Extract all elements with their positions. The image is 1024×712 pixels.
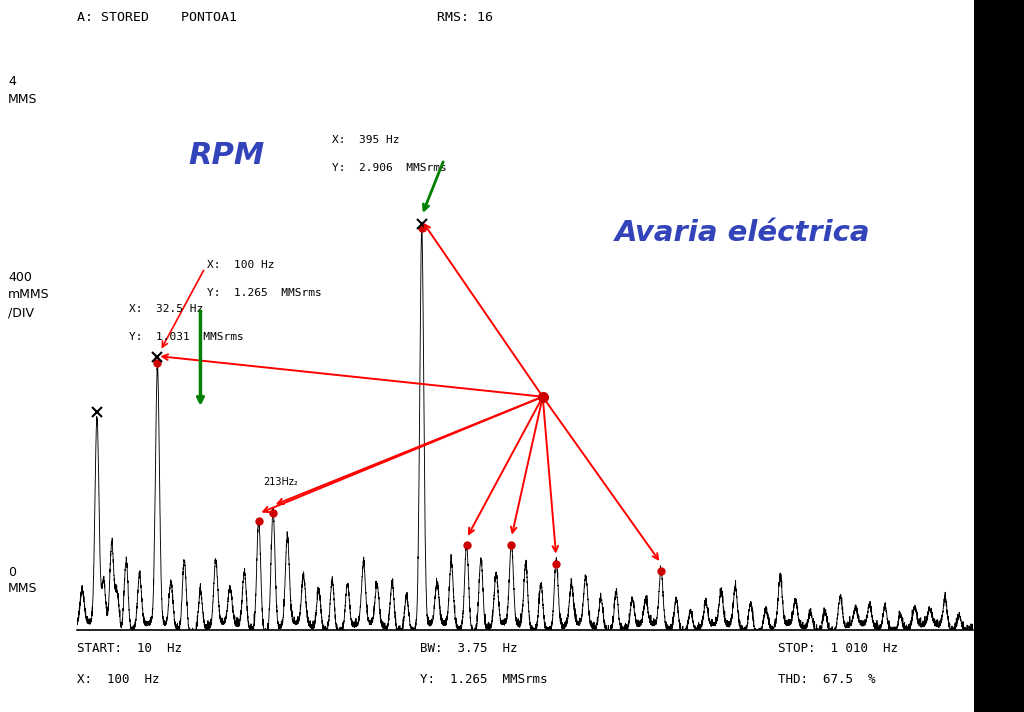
- Text: Y:  1.031  MMSrms: Y: 1.031 MMSrms: [129, 333, 244, 342]
- Text: STOP:  1 010  Hz: STOP: 1 010 Hz: [778, 642, 898, 655]
- Text: Y:  2.906  MMSrms: Y: 2.906 MMSrms: [332, 163, 446, 173]
- Text: X:  100 Hz: X: 100 Hz: [207, 260, 274, 270]
- Text: X:  395 Hz: X: 395 Hz: [332, 135, 399, 145]
- Text: Y:  1.265  MMSrms: Y: 1.265 MMSrms: [207, 288, 322, 298]
- Text: RPM: RPM: [188, 142, 265, 170]
- Text: X:  32.5 Hz: X: 32.5 Hz: [129, 304, 203, 314]
- Text: 400: 400: [8, 271, 32, 283]
- Text: /DIV: /DIV: [8, 306, 34, 319]
- Text: START:  10  Hz: START: 10 Hz: [77, 642, 182, 655]
- Text: 0: 0: [8, 566, 16, 579]
- Text: 4: 4: [8, 75, 16, 88]
- Text: BW:  3.75  Hz: BW: 3.75 Hz: [420, 642, 517, 655]
- Text: MMS: MMS: [8, 93, 38, 105]
- Text: X:  100  Hz: X: 100 Hz: [77, 673, 160, 686]
- Text: 213Hz₂: 213Hz₂: [263, 477, 298, 487]
- Text: THD:  67.5  %: THD: 67.5 %: [778, 673, 876, 686]
- Text: Y:  1.265  MMSrms: Y: 1.265 MMSrms: [420, 673, 548, 686]
- Text: mMMS: mMMS: [8, 288, 50, 301]
- Text: MMS: MMS: [8, 582, 38, 595]
- Text: Avaria eléctrica: Avaria eléctrica: [614, 219, 870, 247]
- Text: A: STORED    PONTOA1                         RMS: 16: A: STORED PONTOA1 RMS: 16: [77, 11, 493, 23]
